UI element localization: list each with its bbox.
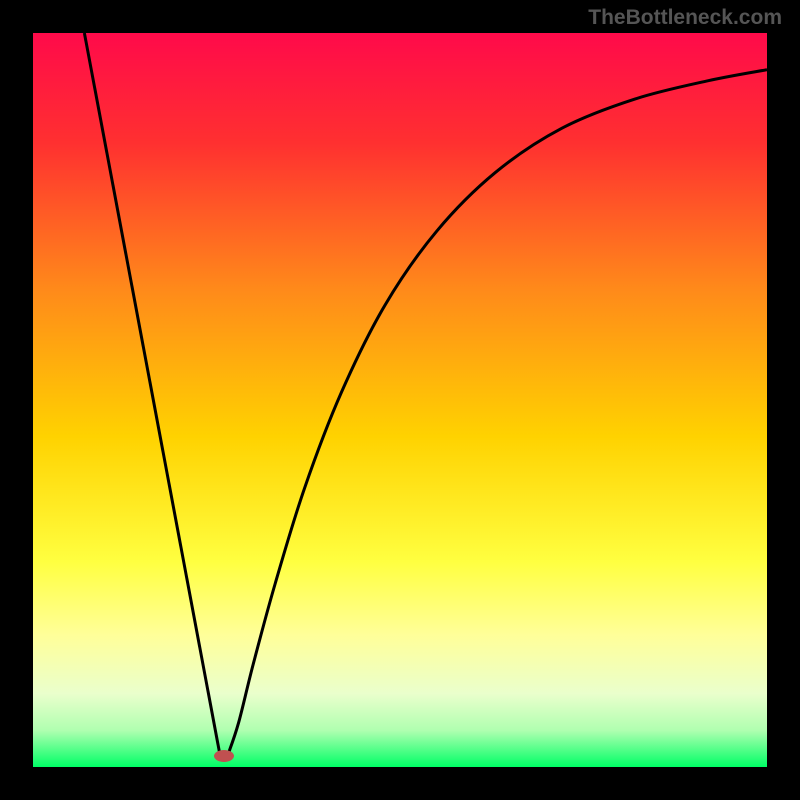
bottleneck-curve	[33, 33, 767, 767]
minimum-marker	[214, 750, 234, 762]
plot-area	[33, 33, 767, 767]
watermark-text: TheBottleneck.com	[588, 6, 782, 30]
